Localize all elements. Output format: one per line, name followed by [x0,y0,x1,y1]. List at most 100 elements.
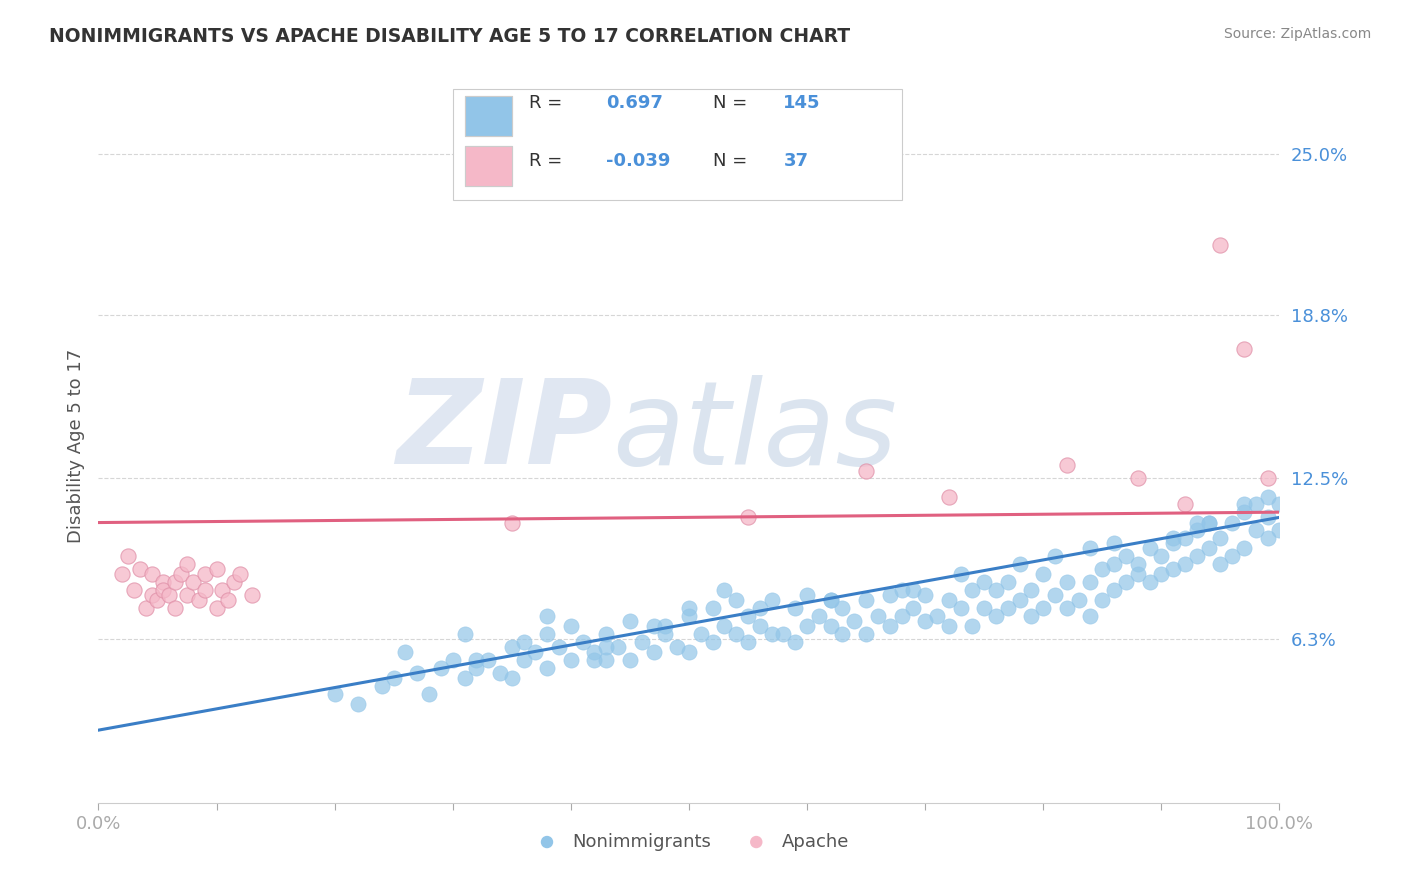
Point [1257,471,1279,485]
Point [1102,536,1125,550]
Point [165,575,187,590]
Point [394,645,416,659]
Point [630,635,652,649]
Point [224,575,246,590]
Point [1209,557,1232,571]
Point [713,619,735,633]
Point [938,593,960,607]
Point [619,614,641,628]
Point [1021,609,1043,624]
Point [1139,541,1161,556]
Point [1032,601,1054,615]
Point [1080,541,1102,556]
Text: ZIP: ZIP [396,375,612,489]
Point [678,645,700,659]
Point [619,653,641,667]
Point [962,619,984,633]
Point [1102,582,1125,597]
Point [117,549,139,564]
Point [1067,593,1090,607]
Point [1008,557,1031,571]
Point [176,557,198,571]
Point [831,627,853,641]
Point [128,562,150,576]
Point [430,661,453,675]
Point [938,619,960,633]
Point [654,627,676,641]
Point [914,588,936,602]
Point [1220,516,1243,530]
Point [465,661,488,675]
Point [890,609,912,624]
Point [1198,516,1220,530]
Point [1032,567,1054,582]
Point [122,582,145,597]
Point [1257,531,1279,545]
Text: R =: R = [530,95,568,112]
Point [761,593,783,607]
Point [796,619,818,633]
Point [536,609,558,624]
Point [1080,575,1102,590]
Point [949,601,972,615]
Point [1008,593,1031,607]
Point [879,619,901,633]
Point [879,588,901,602]
Point [571,635,593,649]
Point [903,582,925,597]
Point [1126,557,1149,571]
Point [536,627,558,641]
Point [1198,516,1220,530]
Point [689,627,711,641]
Point [512,653,534,667]
Point [560,653,582,667]
Point [1056,458,1078,473]
Point [1126,471,1149,485]
Y-axis label: Disability Age 5 to 17: Disability Age 5 to 17 [66,349,84,543]
Point [1115,575,1137,590]
Point [536,661,558,675]
Point [1126,567,1149,582]
Point [1174,557,1197,571]
Point [973,575,995,590]
Point [465,653,488,667]
Point [1043,588,1066,602]
Point [135,601,157,615]
Point [949,567,972,582]
Point [229,567,252,582]
Point [501,516,523,530]
Point [1185,549,1208,564]
Point [217,593,239,607]
Point [962,582,984,597]
Point [347,697,370,711]
Point [1021,582,1043,597]
Text: Source: ZipAtlas.com: Source: ZipAtlas.com [1223,27,1371,41]
Point [666,640,689,654]
Point [141,588,163,602]
Point [371,679,394,693]
Point [406,666,429,681]
Point [1080,609,1102,624]
Text: N =: N = [713,95,752,112]
Point [702,635,724,649]
Point [1268,497,1291,511]
Text: 0.697: 0.697 [606,95,664,112]
Point [146,593,169,607]
Text: atlas: atlas [612,375,897,489]
Point [1233,541,1256,556]
Point [772,627,794,641]
Point [441,653,464,667]
Text: 37: 37 [783,152,808,169]
Point [1257,510,1279,524]
Point [1198,541,1220,556]
Point [152,582,174,597]
Text: -0.039: -0.039 [606,152,671,169]
Point [1174,531,1197,545]
Text: R =: R = [530,152,568,169]
Point [418,687,440,701]
Point [1161,536,1184,550]
Point [157,588,180,602]
Point [111,567,134,582]
Point [1209,531,1232,545]
Point [1043,549,1066,564]
